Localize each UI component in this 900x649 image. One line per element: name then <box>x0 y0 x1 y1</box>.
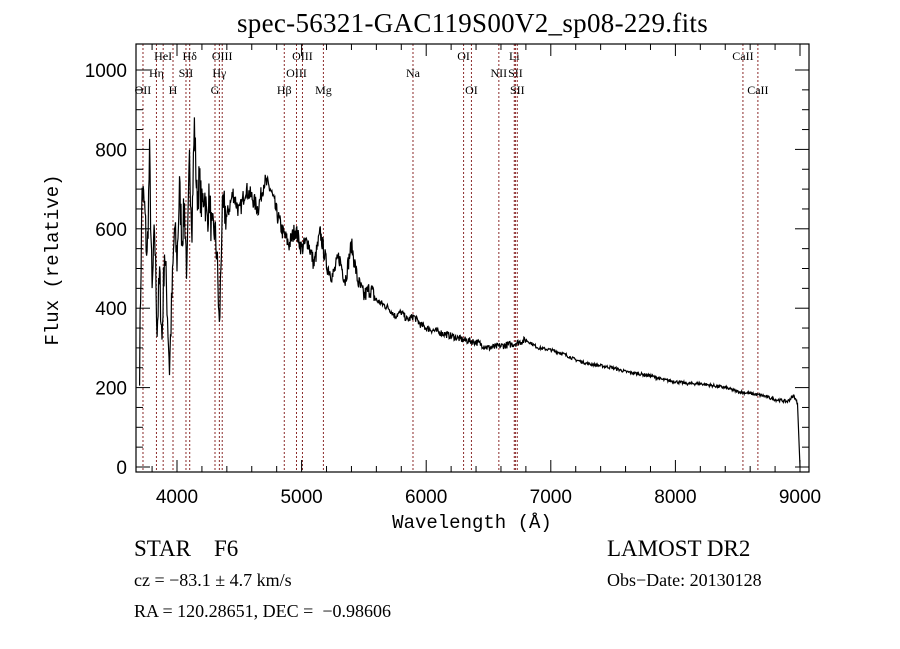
spectral-line-label: SII <box>510 83 525 97</box>
spectral-line-label: G <box>211 83 220 97</box>
spectral-line-label: HeI <box>154 49 172 63</box>
obs-date-label: Obs−Date: 20130128 <box>607 570 762 590</box>
redshift-label: cz = −83.1 ± 4.7 km/s <box>134 570 292 590</box>
spectral-line-label: SII <box>508 66 523 80</box>
spectral-line-label: OI <box>465 83 478 97</box>
x-axis-label: Wavelength (Å) <box>392 512 552 534</box>
survey-label: LAMOST DR2 <box>607 536 751 561</box>
spectral-line-label: CaII <box>732 49 753 63</box>
plot-frame <box>135 43 810 473</box>
x-tick-label: 5000 <box>280 487 322 508</box>
x-tick-label: 8000 <box>654 487 696 508</box>
spectral-line-label: Hδ <box>183 49 198 63</box>
object-class-label: STAR F6 <box>134 536 239 561</box>
spectral-line-label: Hη <box>149 66 164 80</box>
coordinates-label: RA = 120.28651, DEC = −0.98606 <box>134 601 391 621</box>
spectral-line-label: OIII <box>212 49 233 63</box>
spectral-line-label: CaII <box>747 83 768 97</box>
y-tick-label: 0 <box>116 458 127 479</box>
y-tick-label: 600 <box>95 220 127 241</box>
x-tick-label: 6000 <box>405 487 447 508</box>
spectral-line-label: H <box>169 83 178 97</box>
spectral-line-label: Na <box>406 66 421 80</box>
spectral-line-label: OIII <box>286 66 307 80</box>
spectral-line-label: Hγ <box>212 66 227 80</box>
spectral-line-label: SII <box>179 66 194 80</box>
y-tick-label: 1000 <box>85 61 127 82</box>
x-tick-label: 4000 <box>156 487 198 508</box>
y-tick-label: 200 <box>95 379 127 400</box>
y-tick-label: 800 <box>95 140 127 161</box>
spectral-line-label: Li <box>509 49 520 63</box>
x-tick-label: 7000 <box>530 487 572 508</box>
spectral-line-label: Mg <box>315 83 332 97</box>
spectral-line-label: NII <box>491 66 508 80</box>
spectral-line-label: OI <box>457 49 470 63</box>
y-axis-label: Flux (relative) <box>42 174 64 345</box>
spectrum-line <box>139 117 801 468</box>
x-tick-label: 9000 <box>779 487 821 508</box>
spectral-line-label: OIII <box>292 49 313 63</box>
chart-title: spec-56321-GAC119S00V2_sp08-229.fits <box>236 8 709 38</box>
y-tick-label: 400 <box>95 299 127 320</box>
spectral-line-label: Hβ <box>277 83 292 97</box>
